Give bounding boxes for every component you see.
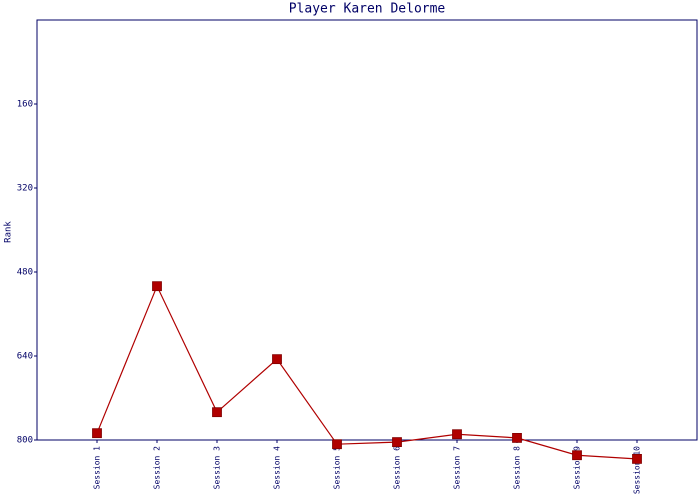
- point-marker: [212, 407, 222, 418]
- y-axis-label: Rank: [4, 221, 14, 243]
- chart-title: Player Karen Delorme: [289, 2, 446, 17]
- point-marker: [392, 437, 402, 448]
- point-marker: [92, 428, 102, 439]
- point-marker: [512, 432, 522, 443]
- y-tick-label: 320: [17, 184, 33, 194]
- x-tick-label: Session 2: [153, 446, 162, 490]
- plot-frame: [36, 19, 698, 441]
- x-tick-label: Session 10: [633, 446, 642, 494]
- x-tick-label: Session 5: [333, 446, 342, 490]
- y-tick-label: 160: [17, 100, 33, 110]
- point-marker: [152, 281, 162, 292]
- x-tick-label: Session 4: [273, 446, 282, 490]
- y-tick-label: 800: [17, 436, 33, 446]
- x-tick-label: Session 3: [213, 446, 222, 490]
- point-marker: [272, 354, 282, 365]
- y-tick-label: 480: [17, 268, 33, 278]
- x-tick-label: Session 6: [393, 446, 402, 490]
- x-tick-label: Session 7: [453, 446, 462, 490]
- point-marker: [452, 429, 462, 440]
- x-tick-label: Session 8: [513, 446, 522, 490]
- y-tick-label: 640: [17, 352, 33, 362]
- point-marker: [332, 439, 342, 450]
- x-tick-label: Session 9: [573, 446, 582, 490]
- point-marker: [572, 450, 582, 461]
- x-tick-label: Session 1: [93, 446, 102, 490]
- point-marker: [632, 453, 642, 464]
- series-line: [96, 284, 638, 460]
